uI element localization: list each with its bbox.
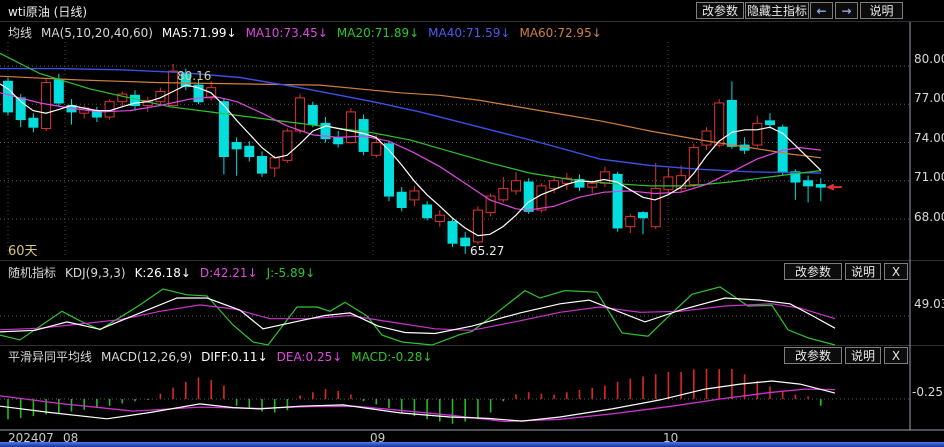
- macd-help-button[interactable]: 说明: [845, 347, 881, 364]
- kdj-change-params-button[interactable]: 改参数: [784, 263, 842, 280]
- price-label-80: 80.00: [914, 52, 944, 66]
- price-label-68: 68.00: [914, 210, 944, 224]
- time-label-08: 08: [63, 431, 79, 445]
- time-label-09: 09: [370, 431, 386, 445]
- help-button[interactable]: 说明: [860, 2, 903, 19]
- ma20-value: MA20:71.89↓: [336, 25, 420, 40]
- time-label-10: 10: [663, 431, 679, 445]
- right-arrow-button[interactable]: →: [835, 2, 858, 19]
- kdj-d-value: D:42.21↓: [199, 265, 258, 280]
- high-price-annotation: 80.16: [177, 69, 212, 83]
- price-label-74: 74.00: [914, 131, 944, 145]
- ma40-value: MA40:71.59↓: [428, 25, 511, 40]
- macd-axis-label: -0.25: [912, 385, 944, 399]
- ma5-value: MA5:71.99↓: [161, 25, 237, 40]
- low-price-annotation: 65.27: [470, 244, 505, 258]
- macd-header: 平滑异同平均线 MACD(12,26,9) DIFF:0.11↓ DEA:0.2…: [8, 348, 432, 365]
- change-params-button[interactable]: 改参数: [696, 2, 744, 19]
- macd-close-button[interactable]: X: [884, 347, 908, 364]
- kdj-axis-label: 49.03: [914, 297, 944, 311]
- macd-diff-value: DIFF:0.11↓: [201, 349, 268, 364]
- ma10-value: MA10:73.45↓: [245, 25, 328, 40]
- left-arrow-button[interactable]: ←: [810, 2, 833, 19]
- macd-change-params-button[interactable]: 改参数: [784, 347, 842, 364]
- hide-main-indicator-button[interactable]: 隐藏主指标: [745, 2, 809, 19]
- ma-legend-bar: 均线 MA(5,10,20,40,60) MA5:71.99↓ MA10:73.…: [8, 24, 602, 41]
- ma-group-label: 均线: [8, 26, 33, 40]
- macd-macd-value: MACD:-0.28↓: [351, 349, 433, 364]
- window-bottom-strip: [0, 442, 944, 447]
- price-label-77: 77.00: [914, 91, 944, 105]
- kdj-formula: KDJ(9,3,3): [65, 265, 126, 280]
- macd-formula: MACD(12,26,9): [101, 349, 193, 364]
- kdj-header: 随机指标 KDJ(9,3,3) K:26.18↓ D:42.21↓ J:-5.8…: [8, 264, 315, 281]
- period-label: 60天: [8, 244, 38, 259]
- kdj-title: 随机指标: [8, 266, 57, 280]
- kdj-k-value: K:26.18↓: [134, 265, 191, 280]
- ma-formula: MA(5,10,20,40,60): [41, 25, 153, 40]
- ma60-value: MA60:72.95↓: [519, 25, 602, 40]
- time-label-202407: 202407: [8, 431, 54, 445]
- price-label-71: 71.00: [914, 170, 944, 184]
- kdj-j-value: J:-5.89↓: [266, 265, 316, 280]
- macd-title: 平滑异同平均线: [8, 350, 93, 364]
- window-title: wti原油 (日线): [8, 5, 88, 19]
- kdj-close-button[interactable]: X: [884, 263, 908, 280]
- macd-dea-value: DEA:0.25↓: [276, 349, 343, 364]
- kdj-help-button[interactable]: 说明: [845, 263, 881, 280]
